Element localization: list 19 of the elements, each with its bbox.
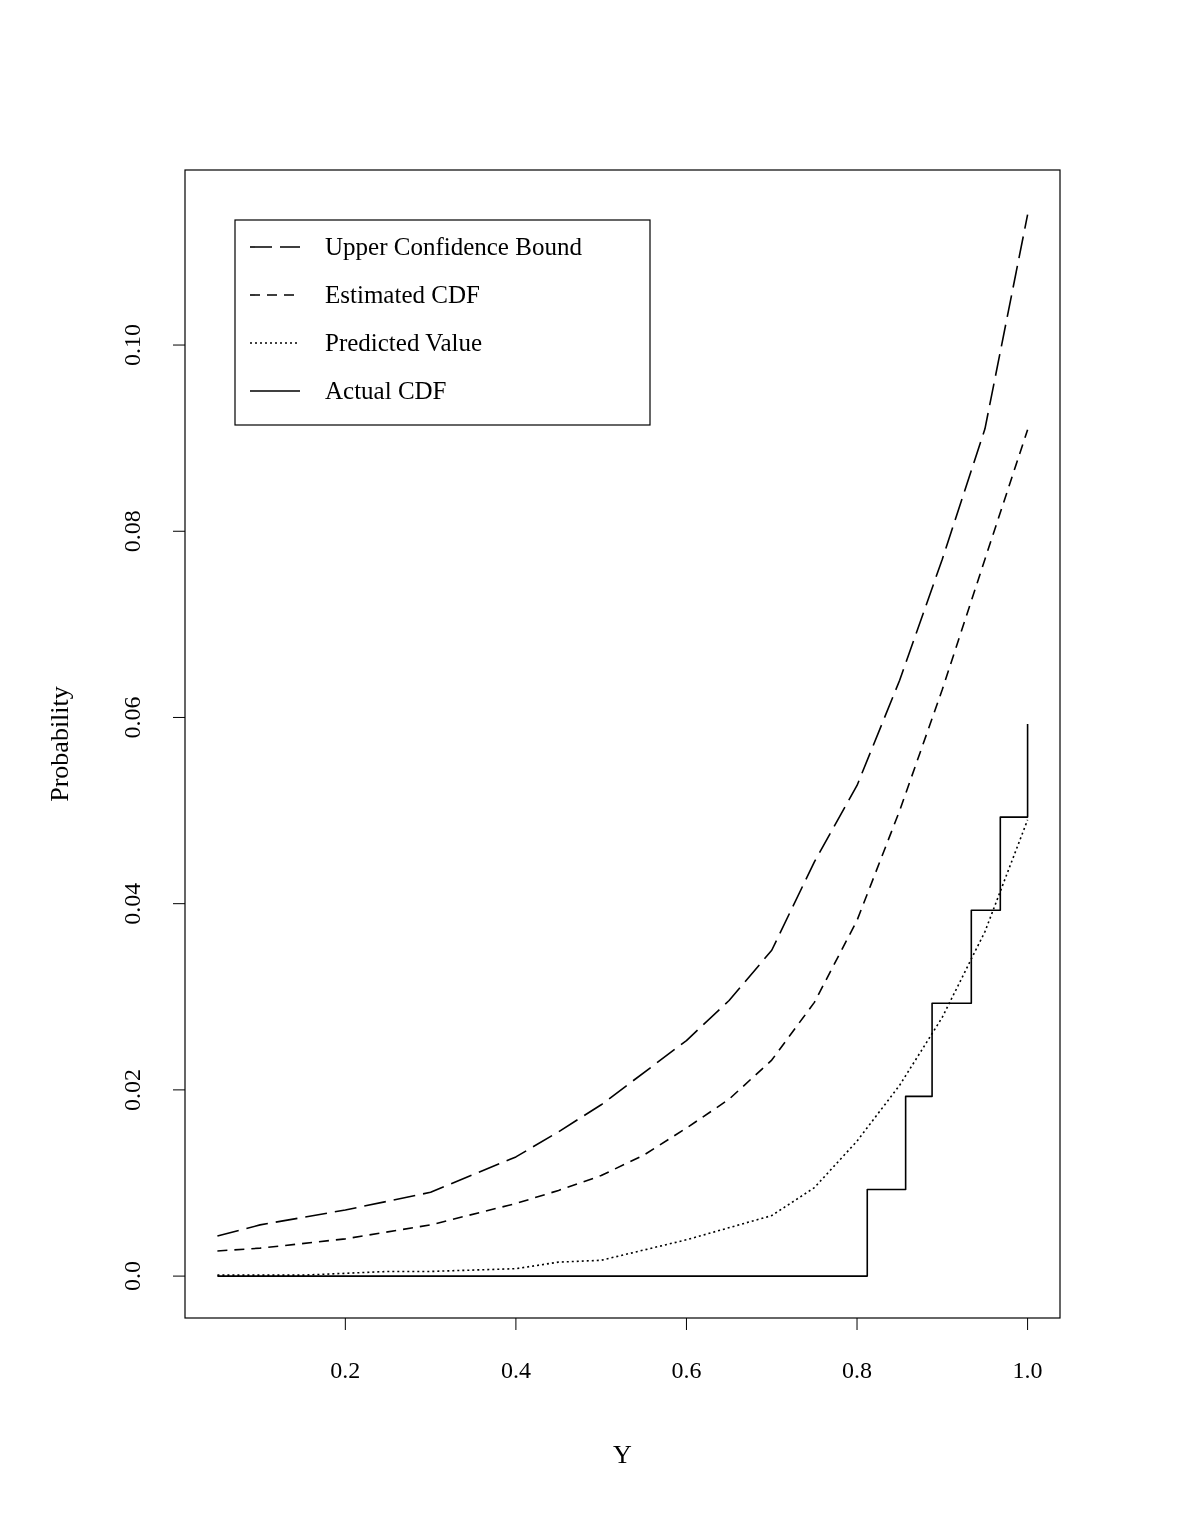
y-tick-label: 0.10 [119,324,145,367]
x-tick-label: 0.2 [330,1357,361,1383]
y-tick-label: 0.02 [119,1068,145,1111]
x-tick-label: 0.6 [671,1357,702,1383]
legend-label: Predicted Value [325,329,483,356]
y-axis-title: Probability [45,686,74,802]
x-axis-title: Y [613,1440,633,1469]
y-tick-label: 0.08 [119,510,145,553]
y-tick-label: 0.0 [119,1261,145,1292]
legend-label: Actual CDF [325,377,447,404]
y-tick-label: 0.06 [119,696,145,739]
y-tick-label: 0.04 [119,882,145,925]
x-tick-label: 1.0 [1012,1357,1043,1383]
x-tick-label: 0.4 [500,1357,531,1383]
x-tick-label: 0.8 [842,1357,873,1383]
legend-label: Estimated CDF [325,281,480,308]
line-series [216,213,1029,1237]
line-series [216,428,1029,1252]
legend-label: Upper Confidence Bound [325,233,583,260]
